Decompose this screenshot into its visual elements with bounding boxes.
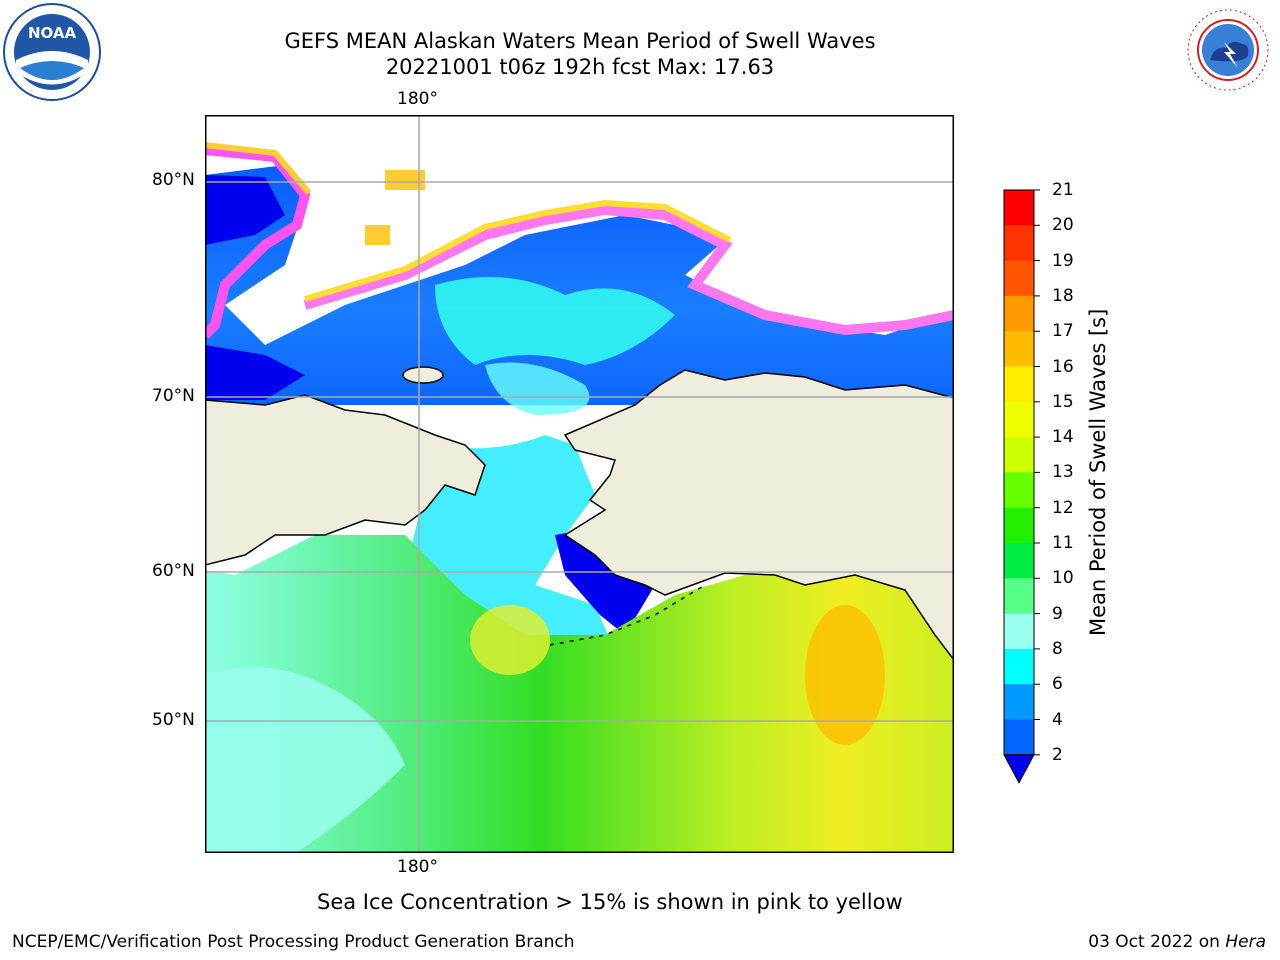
colorbar-cell (1004, 684, 1034, 720)
colorbar-tick-label: 14 (1052, 427, 1074, 448)
ice-floe-2 (365, 225, 390, 245)
colorbar-tick-label: 21 (1052, 180, 1074, 200)
lat-label-80: 80°N (152, 170, 195, 190)
sea-ice-caption: Sea Ice Concentration > 15% is shown in … (317, 890, 903, 914)
footer-date: 03 Oct 2022 on (1088, 932, 1226, 952)
colorbar-tick-label: 18 (1052, 285, 1074, 306)
colorbar-cell (1004, 578, 1034, 615)
colorbar-cell (1004, 225, 1034, 262)
colorbar-cells (1003, 189, 1040, 784)
lat-label-60: 60°N (152, 561, 195, 581)
pacific-cyan-patch (205, 667, 405, 853)
colorbar-cell (1004, 190, 1034, 226)
chart-title-line1: GEFS MEAN Alaskan Waters Mean Period of … (284, 29, 876, 53)
colorbar-cell (1004, 437, 1034, 473)
yellow-eddy (470, 605, 550, 675)
chart-title-line2: 20221001 t06z 192h fcst Max: 17.63 (385, 55, 775, 79)
deep-blue-patch (205, 175, 285, 245)
colorbar-cell (1004, 648, 1034, 685)
orange-hotspot (805, 605, 885, 745)
colorbar-tick-label: 19 (1052, 250, 1074, 271)
arctic-cyan-patch (435, 277, 675, 365)
lat-label-50: 50°N (152, 710, 195, 730)
colorbar-cell (1004, 401, 1034, 438)
deep-blue-patch-2 (205, 345, 305, 400)
colorbar (1000, 186, 1070, 786)
sea-ice-edge-north (303, 204, 955, 336)
colorbar-tick-label: 4 (1052, 709, 1063, 730)
colorbar-tick-label: 12 (1052, 497, 1074, 518)
colorbar-cell (1004, 719, 1034, 756)
colorbar-cell (1004, 260, 1034, 297)
colorbar-tick-label: 9 (1052, 603, 1063, 624)
arctic-cyan-patch-2 (485, 362, 590, 415)
colorbar-tick-label: 8 (1052, 638, 1063, 659)
lon-label-top: 180° (397, 89, 438, 109)
wrangel-island (402, 366, 444, 384)
arctic-ocean (205, 165, 954, 405)
colorbar-cell (1004, 507, 1034, 544)
lon-label-bottom: 180° (397, 857, 438, 877)
lat-label-70: 70°N (152, 386, 195, 406)
colorbar-cell (1004, 366, 1034, 403)
footer-host: Hera (1225, 932, 1266, 952)
alaska-land (563, 369, 955, 663)
nws-logo (1180, 2, 1276, 98)
graticule (205, 115, 954, 853)
colorbar-tick-label: 20 (1052, 215, 1074, 236)
colorbar-tick-label: 10 (1052, 568, 1074, 589)
colorbar-cell (1004, 295, 1034, 332)
map-panel (201, 115, 955, 853)
colorbar-tick-label: 16 (1052, 356, 1074, 377)
colorbar-tick-label: 13 (1052, 462, 1074, 483)
map-border (205, 115, 954, 853)
colorbar-cell (1004, 543, 1034, 579)
footer-left: NCEP/EMC/Verification Post Processing Pr… (12, 932, 575, 952)
noaa-logo-text: NOAA (28, 24, 77, 42)
sea-ice-edge-north-yellow (304, 199, 732, 302)
colorbar-label: Mean Period of Swell Waves [s] (1086, 308, 1110, 636)
ice-floe (385, 170, 425, 190)
swell-period-map (201, 115, 955, 853)
siberia-land (204, 394, 486, 566)
colorbar-cell (1004, 331, 1034, 367)
colorbar-cell (1004, 472, 1034, 509)
colorbar-tick-label: 17 (1052, 321, 1074, 342)
colorbar-tick-label: 15 (1052, 391, 1074, 412)
colorbar-cell (1004, 613, 1034, 650)
colorbar-tick-label: 11 (1052, 533, 1074, 553)
footer-right: 03 Oct 2022 on Hera (1088, 932, 1266, 952)
aleutian-islands (549, 584, 706, 646)
sea-ice-edge-west-yellow (204, 142, 312, 195)
colorbar-tick-label: 2 (1052, 744, 1063, 765)
colorbar-tick-label: 6 (1052, 674, 1063, 695)
colorbar-extend-triangle (1003, 754, 1035, 784)
noaa-logo: NOAA (2, 2, 102, 102)
